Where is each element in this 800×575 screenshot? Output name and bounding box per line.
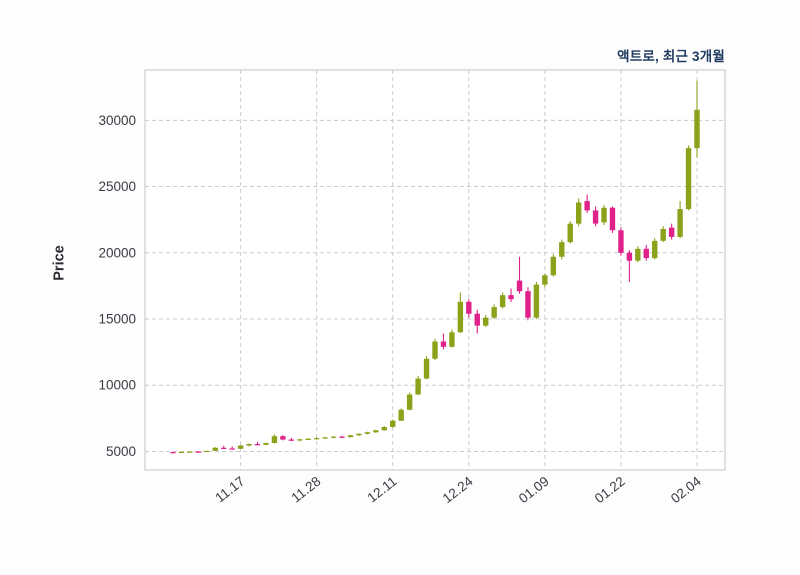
- candle-body: [280, 436, 286, 440]
- x-tick-label: 02.04: [668, 473, 704, 506]
- y-tick-label: 10000: [98, 378, 136, 393]
- candle-body: [423, 358, 430, 379]
- plot-background: [145, 70, 725, 470]
- candle-body: [415, 378, 421, 395]
- y-tick-label: 30000: [98, 113, 136, 128]
- x-tick-label: 11.28: [288, 474, 323, 506]
- candle-body: [330, 436, 337, 438]
- candle-body: [229, 448, 235, 450]
- candle-body: [542, 275, 548, 285]
- candle-body: [499, 295, 506, 308]
- candle-body: [390, 420, 396, 427]
- y-tick-label: 25000: [98, 179, 136, 194]
- x-tick-label: 01.09: [516, 474, 552, 507]
- candle-body: [297, 439, 303, 441]
- candle-body: [364, 432, 371, 434]
- candle-body: [221, 447, 227, 449]
- candle-body: [339, 436, 345, 438]
- candle-body: [356, 433, 362, 436]
- x-tick-label: 01.22: [592, 474, 628, 507]
- candle-body: [212, 447, 218, 451]
- candle-body: [178, 451, 185, 453]
- candle-body: [271, 436, 278, 443]
- candle-body: [516, 280, 523, 292]
- candle-body: [533, 284, 540, 318]
- candle-body: [652, 240, 658, 259]
- candle-body: [466, 301, 472, 314]
- x-tick-label: 12.24: [440, 473, 476, 506]
- candle-body: [313, 438, 320, 440]
- candle-body: [635, 248, 641, 261]
- candle-body: [474, 313, 480, 326]
- x-tick-label: 12.11: [365, 474, 400, 506]
- candle-body: [204, 450, 210, 453]
- candle-body: [525, 291, 531, 318]
- candle-body: [432, 341, 438, 359]
- candle-body: [584, 201, 590, 211]
- candle-body: [170, 452, 176, 454]
- candle-body: [643, 248, 649, 259]
- candle-body: [550, 256, 557, 276]
- candle-body: [440, 341, 447, 347]
- candle-body: [626, 252, 633, 261]
- candle-body: [305, 438, 311, 440]
- candle-body: [609, 207, 616, 231]
- candle-body: [237, 445, 244, 449]
- candle-body: [491, 307, 497, 318]
- chart-title: 액트로, 최근 3개월: [617, 49, 725, 64]
- plot-border: [144, 69, 726, 471]
- candle-body: [601, 207, 607, 223]
- candle-body: [347, 435, 354, 438]
- y-tick-label: 20000: [98, 245, 136, 260]
- candle-body: [195, 451, 202, 453]
- candle-body: [187, 451, 193, 453]
- candle-body: [508, 295, 514, 300]
- y-tick-label: 5000: [106, 444, 136, 459]
- candle-body: [483, 317, 489, 326]
- candle-body: [660, 228, 666, 241]
- candle-body: [575, 202, 582, 224]
- candle-body: [592, 210, 599, 224]
- candle-body: [457, 301, 464, 333]
- candle-body: [398, 409, 404, 421]
- candle-body: [288, 439, 295, 441]
- x-tick-label: 11.17: [212, 474, 247, 506]
- y-tick-label: 15000: [98, 312, 136, 327]
- candle-body: [322, 437, 328, 439]
- candle-body: [668, 227, 675, 237]
- candle-body: [694, 109, 700, 149]
- candle-body: [618, 230, 624, 253]
- candle-body: [263, 442, 269, 445]
- candle-body: [685, 148, 692, 210]
- candle-body: [677, 209, 683, 237]
- candle-body: [254, 444, 261, 446]
- y-axis-label: Price: [51, 245, 68, 281]
- candle-body: [567, 223, 573, 243]
- candle-body: [449, 332, 455, 347]
- candle-body: [381, 426, 387, 431]
- candle-body: [246, 444, 252, 446]
- candle-body: [559, 242, 565, 257]
- candle-body: [406, 394, 413, 410]
- candle-body: [373, 430, 379, 433]
